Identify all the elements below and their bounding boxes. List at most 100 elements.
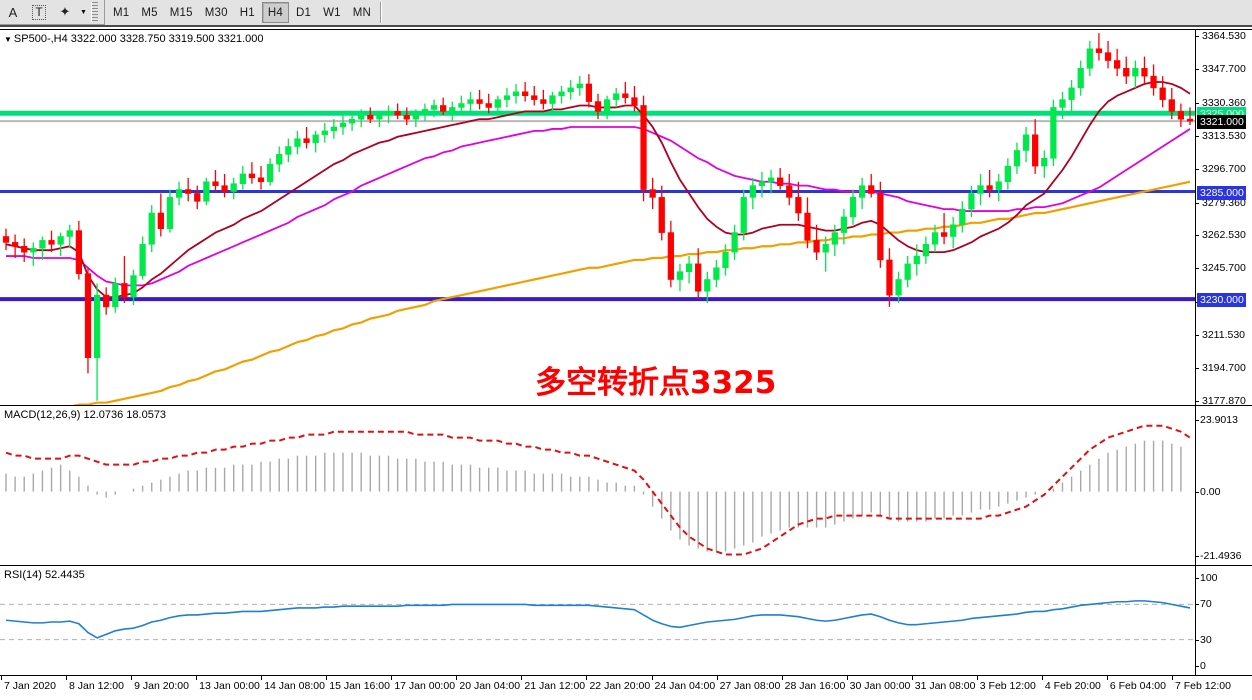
- candlestick[interactable]: [1086, 40, 1093, 77]
- candlestick[interactable]: [348, 111, 356, 131]
- candlestick[interactable]: [840, 209, 848, 245]
- candlestick[interactable]: [84, 267, 92, 374]
- candlestick[interactable]: [831, 224, 838, 257]
- candlestick[interactable]: [449, 101, 456, 122]
- candlestick[interactable]: [1059, 91, 1066, 120]
- candlestick[interactable]: [230, 177, 237, 200]
- candlestick[interactable]: [394, 103, 401, 120]
- candlestick[interactable]: [1050, 99, 1057, 167]
- macd-plot[interactable]: [0, 406, 1195, 566]
- candlestick[interactable]: [1104, 40, 1112, 69]
- candlestick[interactable]: [622, 82, 629, 104]
- candlestick[interactable]: [358, 109, 365, 127]
- candlestick[interactable]: [194, 185, 201, 210]
- candlestick[interactable]: [640, 95, 647, 202]
- candlestick[interactable]: [1150, 64, 1157, 96]
- candlestick[interactable]: [503, 87, 511, 108]
- candlestick[interactable]: [385, 105, 392, 124]
- candlestick[interactable]: [1159, 76, 1166, 108]
- candlestick[interactable]: [458, 95, 465, 116]
- candlestick[interactable]: [39, 236, 46, 260]
- candlestick[interactable]: [1077, 60, 1084, 96]
- timeframe-m30[interactable]: M30: [200, 2, 233, 23]
- candlestick[interactable]: [1022, 126, 1030, 163]
- candlestick[interactable]: [330, 119, 338, 139]
- candlestick[interactable]: [777, 168, 784, 190]
- candlestick[interactable]: [276, 146, 283, 172]
- candlestick[interactable]: [376, 111, 383, 127]
- candlestick[interactable]: [403, 107, 410, 126]
- candlestick[interactable]: [950, 216, 957, 249]
- rsi-plot[interactable]: [0, 566, 1195, 676]
- candlestick[interactable]: [157, 193, 164, 237]
- candlestick[interactable]: [713, 259, 720, 288]
- candlestick[interactable]: [603, 95, 611, 120]
- candlestick[interactable]: [203, 177, 210, 206]
- timeframe-mn[interactable]: MN: [348, 2, 376, 23]
- candlestick[interactable]: [904, 256, 911, 288]
- candlestick[interactable]: [2, 228, 10, 251]
- candlestick[interactable]: [858, 177, 866, 210]
- candlestick[interactable]: [185, 177, 192, 202]
- candlestick[interactable]: [813, 224, 820, 260]
- price-panel[interactable]: ▼ SP500-,H4 3322.000 3328.750 3319.500 33…: [0, 30, 1252, 406]
- price-badge-level-blue[interactable]: 3285.000: [1197, 185, 1246, 200]
- candlestick[interactable]: [594, 93, 602, 120]
- candlestick[interactable]: [968, 185, 975, 217]
- timeframe-h4[interactable]: H4: [261, 2, 289, 23]
- candlestick[interactable]: [1041, 150, 1048, 178]
- candlestick[interactable]: [494, 95, 501, 116]
- candlestick[interactable]: [285, 138, 292, 163]
- candlestick[interactable]: [1123, 56, 1130, 84]
- candlestick[interactable]: [1068, 80, 1075, 112]
- candlestick[interactable]: [103, 287, 110, 315]
- candlestick[interactable]: [758, 171, 766, 198]
- candlestick[interactable]: [540, 89, 547, 110]
- macd-panel[interactable]: MACD(12,26,9) 12.0736 18.0573 23.9013 0.0…: [0, 405, 1252, 565]
- chevron-down-icon[interactable]: ▼: [80, 8, 87, 16]
- candlestick[interactable]: [613, 87, 620, 108]
- candlestick[interactable]: [722, 244, 729, 276]
- rsi-panel[interactable]: RSI(14) 52.4435 100 70 30 0: [0, 565, 1252, 675]
- candlestick[interactable]: [1132, 60, 1139, 88]
- candlestick[interactable]: [549, 91, 556, 112]
- textbox-tool-button[interactable]: T: [26, 1, 52, 23]
- candlestick[interactable]: [1186, 107, 1194, 126]
- candlestick[interactable]: [849, 189, 857, 225]
- candlestick[interactable]: [512, 83, 520, 104]
- time-axis[interactable]: 7 Jan 2020 8 Jan 12:00 9 Jan 20:00 13 Jan 0…: [0, 675, 1252, 700]
- candlestick[interactable]: [175, 181, 183, 206]
- candlestick[interactable]: [339, 115, 347, 135]
- candlestick[interactable]: [995, 173, 1002, 202]
- candlestick[interactable]: [48, 230, 55, 253]
- candlestick[interactable]: [795, 181, 802, 221]
- candlestick[interactable]: [130, 269, 137, 305]
- candlestick[interactable]: [11, 234, 19, 258]
- candlestick[interactable]: [303, 126, 310, 149]
- candlestick[interactable]: [212, 170, 219, 192]
- candlestick[interactable]: [248, 162, 256, 184]
- candlestick[interactable]: [412, 109, 419, 127]
- timeframe-m5[interactable]: M5: [136, 2, 162, 23]
- candlestick[interactable]: [786, 173, 793, 206]
- candlestick[interactable]: [631, 85, 638, 112]
- objects-tool-button[interactable]: ✦: [52, 1, 78, 23]
- candlestick[interactable]: [704, 271, 711, 303]
- candlestick[interactable]: [57, 232, 64, 257]
- toolbar-grip-handle[interactable]: [91, 2, 98, 22]
- timeframe-m15[interactable]: M15: [165, 2, 198, 23]
- candlestick[interactable]: [522, 82, 529, 102]
- candlestick[interactable]: [75, 220, 82, 280]
- candlestick[interactable]: [430, 99, 438, 118]
- candlestick[interactable]: [959, 201, 966, 233]
- candlestick[interactable]: [804, 197, 811, 249]
- candlestick[interactable]: [1032, 119, 1039, 174]
- candlestick[interactable]: [931, 224, 939, 253]
- candlestick[interactable]: [421, 103, 429, 122]
- candlestick[interactable]: [667, 220, 674, 288]
- candlestick[interactable]: [476, 89, 483, 110]
- candlestick[interactable]: [121, 256, 128, 303]
- candlestick[interactable]: [685, 256, 693, 284]
- candlestick[interactable]: [440, 97, 447, 116]
- candlestick-plot[interactable]: [0, 30, 1195, 405]
